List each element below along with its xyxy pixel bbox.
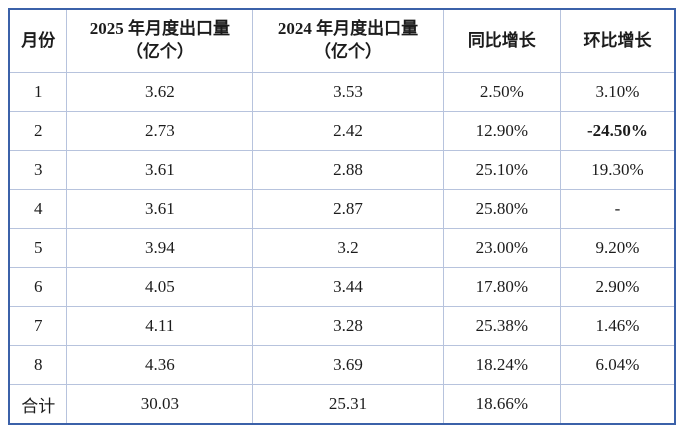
cell-yoy-growth: 25.38%	[442, 306, 561, 346]
cell-export-2024: 2.42	[252, 111, 444, 151]
cell-export-2025: 3.94	[66, 228, 254, 268]
cell-yoy-growth: 18.24%	[442, 345, 561, 385]
cell-export-2024: 3.53	[252, 72, 444, 112]
cell-export-2025: 4.36	[66, 345, 254, 385]
table-header-row: 月份 2025 年月度出口量 （亿个） 2024 年月度出口量 （亿个） 同比增…	[8, 8, 676, 73]
table-row: 1 3.62 3.53 2.50% 3.10%	[8, 72, 676, 112]
cell-mom-growth: 3.10%	[559, 72, 676, 112]
cell-mom-growth: 19.30%	[559, 150, 676, 190]
cell-yoy-growth: 25.10%	[442, 150, 561, 190]
cell-month: 2	[8, 111, 68, 151]
header-export-2025: 2025 年月度出口量 （亿个）	[66, 8, 254, 73]
cell-export-2025: 3.62	[66, 72, 254, 112]
cell-mom-growth-total	[559, 384, 676, 425]
cell-yoy-growth: 25.80%	[442, 189, 561, 229]
cell-month: 1	[8, 72, 68, 112]
cell-export-2025: 3.61	[66, 189, 254, 229]
header-export-2025-line1: 2025 年月度出口量	[89, 19, 230, 39]
header-export-2025-line2: （亿个）	[125, 42, 194, 61]
header-export-2024: 2024 年月度出口量 （亿个）	[252, 8, 444, 73]
cell-export-2024: 3.28	[252, 306, 444, 346]
cell-export-2025: 3.61	[66, 150, 254, 190]
table-row: 4 3.61 2.87 25.80% -	[8, 189, 676, 229]
cell-export-2025: 4.05	[66, 267, 254, 307]
cell-export-2025: 2.73	[66, 111, 254, 151]
cell-export-2024: 3.69	[252, 345, 444, 385]
table-row: 6 4.05 3.44 17.80% 2.90%	[8, 267, 676, 307]
cell-month: 5	[8, 228, 68, 268]
table-row: 3 3.61 2.88 25.10% 19.30%	[8, 150, 676, 190]
table-row: 7 4.11 3.28 25.38% 1.46%	[8, 306, 676, 346]
cell-month: 3	[8, 150, 68, 190]
cell-export-2024: 3.44	[252, 267, 444, 307]
cell-yoy-growth: 2.50%	[442, 72, 561, 112]
header-mom-growth: 环比增长	[559, 8, 676, 73]
cell-export-2025: 4.11	[66, 306, 254, 346]
cell-mom-growth: 9.20%	[559, 228, 676, 268]
cell-export-2024: 2.87	[252, 189, 444, 229]
cell-month: 6	[8, 267, 68, 307]
header-export-2024-line2: （亿个）	[313, 42, 382, 61]
cell-export-2024: 3.2	[252, 228, 444, 268]
cell-yoy-growth: 23.00%	[442, 228, 561, 268]
cell-export-2024: 2.88	[252, 150, 444, 190]
cell-mom-growth: -	[559, 189, 676, 229]
header-export-2024-line1: 2024 年月度出口量	[277, 19, 419, 39]
table-row: 8 4.36 3.69 18.24% 6.04%	[8, 345, 676, 385]
cell-mom-growth: 2.90%	[559, 267, 676, 307]
cell-month: 7	[8, 306, 68, 346]
cell-export-2024-total: 25.31	[252, 384, 444, 425]
cell-mom-growth-negative: -24.50%	[559, 111, 676, 151]
cell-month: 8	[8, 345, 68, 385]
cell-yoy-growth: 17.80%	[442, 267, 561, 307]
cell-month-total: 合计	[8, 384, 68, 425]
table-row: 5 3.94 3.2 23.00% 9.20%	[8, 228, 676, 268]
cell-month: 4	[8, 189, 68, 229]
cell-export-2025-total: 30.03	[66, 384, 254, 425]
cell-mom-growth: 6.04%	[559, 345, 676, 385]
cell-mom-growth: 1.46%	[559, 306, 676, 346]
header-yoy-growth: 同比增长	[442, 8, 561, 73]
header-month: 月份	[8, 8, 68, 73]
cell-yoy-growth: 12.90%	[442, 111, 561, 151]
cell-yoy-growth-total: 18.66%	[442, 384, 561, 425]
export-volume-table: 月份 2025 年月度出口量 （亿个） 2024 年月度出口量 （亿个） 同比增…	[8, 8, 676, 425]
table-row-total: 合计 30.03 25.31 18.66%	[8, 384, 676, 425]
table-row: 2 2.73 2.42 12.90% -24.50%	[8, 111, 676, 151]
